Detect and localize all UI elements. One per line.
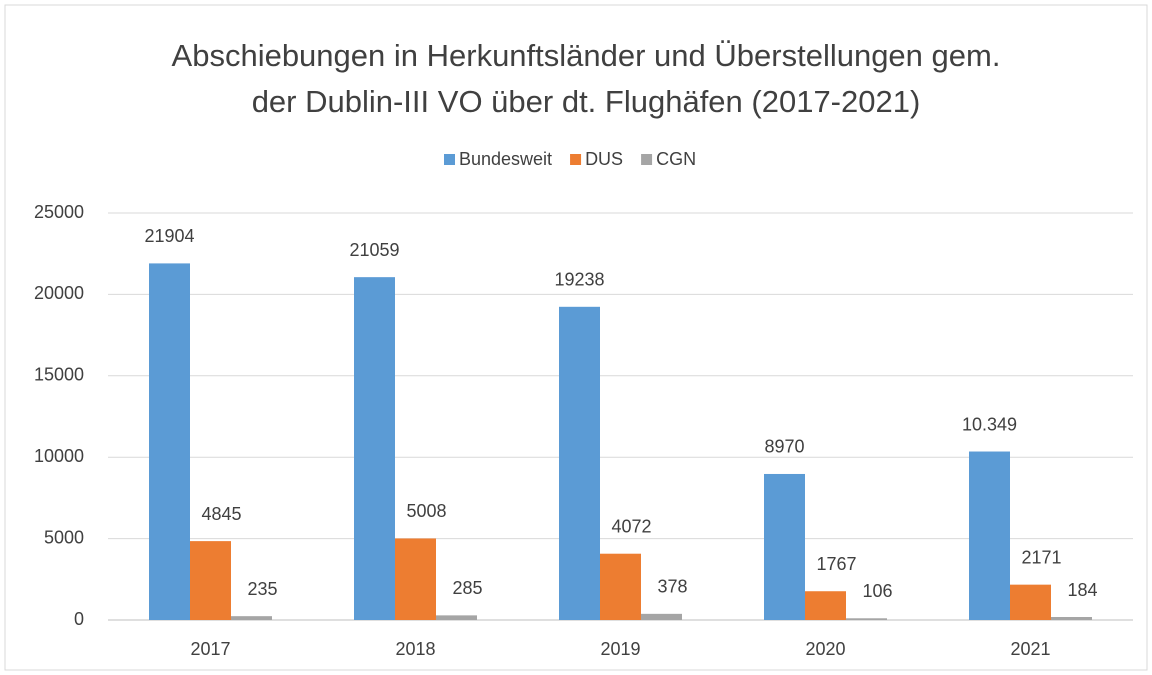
legend-label: DUS [585, 149, 623, 169]
y-tick-label: 0 [74, 609, 84, 629]
bar [764, 473, 805, 620]
data-label: 378 [657, 577, 687, 597]
legend-swatch [570, 154, 582, 165]
bar [559, 306, 600, 620]
bar [395, 538, 436, 620]
legend-swatch [641, 154, 653, 165]
x-tick-label: 2017 [190, 639, 230, 659]
data-label: 1767 [816, 554, 856, 574]
x-tick-label: 2021 [1010, 639, 1050, 659]
data-label: 285 [452, 578, 482, 598]
data-label: 5008 [406, 501, 446, 521]
data-label: 2171 [1021, 547, 1061, 567]
bar [1010, 584, 1051, 620]
data-label: 21059 [349, 240, 399, 260]
legend-label: CGN [656, 149, 696, 169]
bar [149, 263, 190, 620]
data-label: 8970 [764, 437, 804, 457]
data-label: 21904 [144, 226, 194, 246]
bar [354, 277, 395, 620]
bar [805, 591, 846, 620]
chart-title: Abschiebungen in Herkunftsländer und Übe… [172, 38, 1001, 73]
data-label: 184 [1067, 580, 1097, 600]
y-tick-label: 10000 [34, 446, 84, 466]
x-tick-label: 2018 [395, 639, 435, 659]
data-label: 4845 [201, 504, 241, 524]
legend-swatch [444, 154, 455, 165]
bar [641, 613, 682, 620]
bar [1051, 617, 1092, 620]
bar [969, 451, 1010, 620]
legend-label: Bundesweit [459, 149, 552, 169]
data-label: 19238 [554, 270, 604, 290]
x-tick-label: 2019 [600, 639, 640, 659]
bar [600, 553, 641, 620]
bar [846, 618, 887, 620]
data-label: 106 [862, 581, 892, 601]
data-label: 235 [247, 579, 277, 599]
data-label: 4072 [611, 516, 651, 536]
y-tick-label: 20000 [34, 283, 84, 303]
data-label: 10.349 [962, 414, 1017, 434]
bar [436, 615, 477, 620]
bar [190, 541, 231, 620]
y-tick-label: 15000 [34, 365, 84, 385]
x-tick-label: 2020 [805, 639, 845, 659]
bar [231, 616, 272, 620]
y-tick-label: 25000 [34, 202, 84, 222]
chart-title: der Dublin-III VO über dt. Flughäfen (20… [252, 84, 921, 119]
y-tick-label: 5000 [44, 527, 84, 547]
